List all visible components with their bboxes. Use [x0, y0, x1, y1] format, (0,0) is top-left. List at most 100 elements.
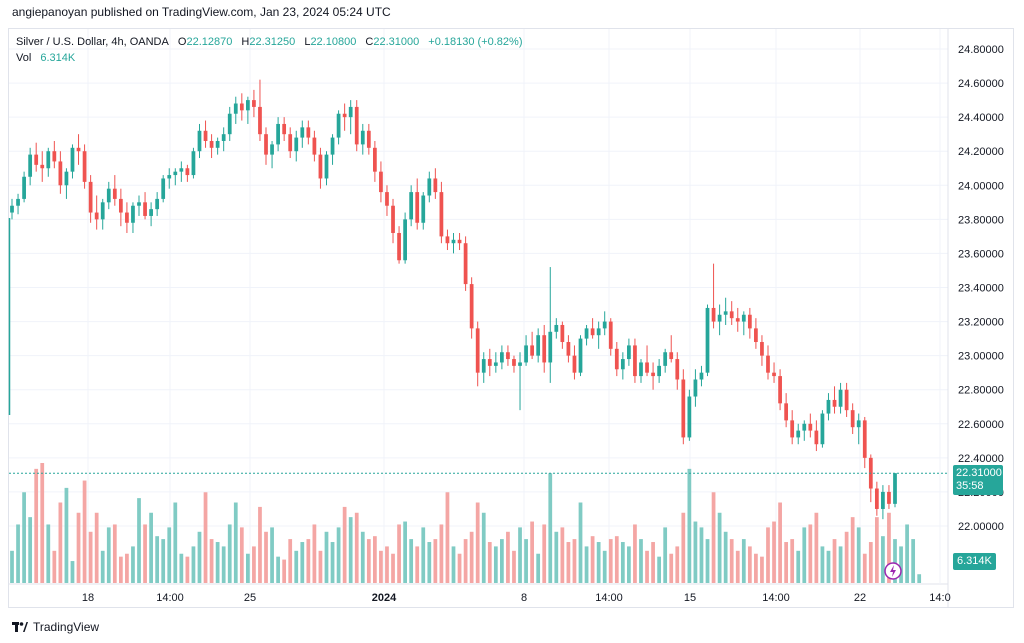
y-tick-label: 24.60000 — [958, 78, 1004, 90]
candle-body — [687, 396, 692, 438]
volume-bar — [354, 512, 359, 583]
volume-bar — [385, 546, 389, 583]
volume-tag: 6.314K — [953, 553, 996, 570]
volume-bar — [639, 539, 643, 583]
candle-body — [94, 212, 99, 220]
volume-bar — [518, 527, 522, 583]
volume-bar — [699, 527, 704, 583]
candle-body — [373, 147, 377, 172]
candle-body — [766, 355, 770, 373]
candle-body — [760, 342, 764, 356]
legend-vol-label[interactable]: Vol — [16, 52, 32, 64]
candle-body — [820, 413, 825, 445]
volume-bar — [227, 524, 232, 583]
candle-body — [881, 491, 885, 509]
volume-bar — [687, 468, 692, 583]
candle-body — [705, 307, 710, 373]
footer: TradingView — [12, 620, 99, 634]
last-price-value: 22.31000 — [956, 467, 1002, 479]
y-tick-label: 23.00000 — [958, 351, 1004, 363]
candle-body — [675, 359, 680, 380]
volume-bar — [94, 512, 99, 583]
candle-body — [288, 134, 293, 152]
candle-body — [681, 379, 686, 438]
candle-body — [542, 335, 547, 363]
volume-bar — [149, 512, 153, 583]
volume-bar — [106, 527, 111, 583]
volume-bar — [330, 542, 335, 583]
volume-bar — [524, 539, 528, 583]
candle-body — [366, 130, 371, 148]
y-tick-label: 23.80000 — [958, 214, 1004, 226]
volume-bar — [905, 524, 909, 583]
volume-bar — [838, 546, 843, 583]
legend-symbol[interactable]: Silver / U.S. Dollar, 4h, OANDA — [16, 36, 169, 48]
footer-brand[interactable]: TradingView — [33, 620, 100, 634]
y-tick-label: 24.20000 — [958, 146, 1004, 158]
y-tick-label: 24.80000 — [958, 44, 1004, 56]
volume-bar — [312, 524, 317, 583]
volume-bar — [808, 524, 813, 583]
candle-body — [203, 130, 208, 141]
candle-body — [475, 328, 480, 373]
candle-body — [723, 311, 728, 315]
volume-bar — [112, 524, 117, 583]
volume-bar — [221, 546, 226, 583]
volume-bar — [469, 531, 474, 583]
legend-vol-row: Vol 6.314K — [16, 50, 522, 66]
volume-bar — [125, 553, 129, 583]
candle-body — [118, 198, 123, 213]
volume-bar — [100, 550, 105, 583]
candle-body — [131, 205, 135, 223]
candle-body — [149, 209, 153, 216]
candle-body — [318, 154, 323, 179]
volume-bar — [40, 463, 45, 583]
candle-body — [294, 137, 299, 152]
candle-body — [874, 488, 879, 509]
chart-legend: Silver / U.S. Dollar, 4h, OANDA O22.1287… — [16, 34, 522, 66]
volume-bar — [70, 561, 75, 583]
volume-bar — [578, 502, 583, 583]
chart-frame[interactable] — [8, 28, 1014, 608]
volume-bar — [790, 539, 795, 583]
volume-bar — [463, 539, 468, 583]
candle-body — [663, 352, 668, 366]
volume-bar — [318, 550, 323, 583]
candle-body — [125, 212, 129, 223]
volume-bar — [306, 539, 311, 583]
candle-body — [445, 236, 450, 244]
volume-bar — [379, 550, 383, 583]
candle-body — [385, 192, 389, 206]
y-tick-label: 22.60000 — [958, 419, 1004, 431]
volume-bar — [705, 539, 710, 583]
candle-body — [397, 232, 401, 261]
candle-body — [324, 154, 329, 179]
x-tick-label: 8 — [521, 592, 527, 604]
candle-body — [276, 123, 280, 145]
candle-body — [735, 318, 740, 322]
candle-body — [330, 137, 335, 155]
candle-body — [167, 175, 172, 179]
y-tick-label: 22.80000 — [958, 385, 1004, 397]
candle-body — [802, 423, 807, 431]
tradingview-logo-icon[interactable] — [12, 621, 28, 633]
candle-body — [427, 178, 432, 196]
candle-body — [457, 239, 462, 244]
volume-bar — [542, 524, 547, 583]
candle-body — [415, 192, 420, 223]
candle-body — [639, 362, 643, 377]
volume-bar — [868, 542, 873, 583]
volume-bar — [415, 546, 420, 583]
legend-ohlc-row: Silver / U.S. Dollar, 4h, OANDA O22.1287… — [16, 34, 522, 50]
flash-icon[interactable] — [884, 562, 902, 580]
volume-bar — [348, 517, 353, 583]
volume-bar — [167, 527, 172, 583]
candle-body — [657, 365, 662, 377]
volume-bar — [832, 539, 837, 583]
candle-body — [844, 389, 849, 411]
x-tick-label: 25 — [244, 592, 256, 604]
volume-bar — [409, 539, 414, 583]
volume-bar — [602, 550, 607, 583]
volume-bar — [893, 539, 897, 583]
